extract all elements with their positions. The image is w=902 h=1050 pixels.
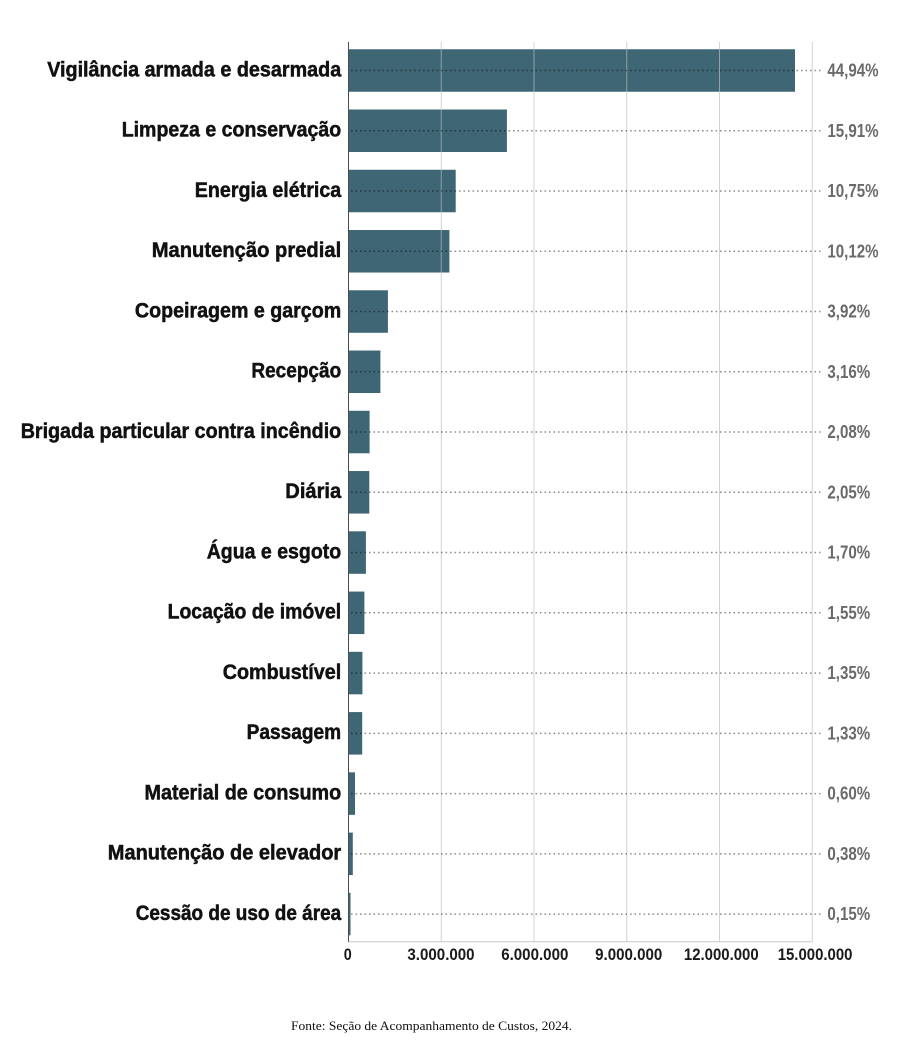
svg-text:Combustível: Combustível xyxy=(223,660,342,684)
svg-text:Vigilância armada e desarmada: Vigilância armada e desarmada xyxy=(47,57,342,81)
svg-text:44,94%: 44,94% xyxy=(827,61,878,81)
svg-text:Manutenção predial: Manutenção predial xyxy=(152,238,342,262)
svg-text:15.000.000: 15.000.000 xyxy=(778,946,853,964)
svg-text:10,12%: 10,12% xyxy=(827,241,878,261)
svg-text:1,55%: 1,55% xyxy=(827,603,870,623)
svg-text:0,60%: 0,60% xyxy=(827,784,870,804)
svg-text:2,05%: 2,05% xyxy=(827,482,870,502)
svg-text:Copeiragem e garçom: Copeiragem e garçom xyxy=(135,298,341,322)
svg-text:Material de consumo: Material de consumo xyxy=(145,780,342,804)
svg-text:Brigada particular contra incê: Brigada particular contra incêndio xyxy=(21,419,342,443)
svg-text:Locação de imóvel: Locação de imóvel xyxy=(168,600,342,624)
svg-text:1,35%: 1,35% xyxy=(827,663,870,683)
svg-text:0: 0 xyxy=(344,946,352,964)
svg-text:2,08%: 2,08% xyxy=(827,422,870,442)
svg-text:9.000.000: 9.000.000 xyxy=(595,946,662,964)
svg-text:1,70%: 1,70% xyxy=(827,543,870,563)
svg-text:Cessão de uso de área: Cessão de uso de área xyxy=(136,901,342,925)
svg-text:10,75%: 10,75% xyxy=(827,181,878,201)
svg-text:Água e esgoto: Água e esgoto xyxy=(207,538,342,563)
svg-text:3,92%: 3,92% xyxy=(827,302,870,322)
svg-text:3,16%: 3,16% xyxy=(827,362,870,382)
svg-text:0,38%: 0,38% xyxy=(827,844,870,864)
svg-text:Recepção: Recepção xyxy=(251,359,341,383)
svg-text:Passagem: Passagem xyxy=(247,720,342,744)
svg-text:15,91%: 15,91% xyxy=(827,121,878,141)
svg-text:0,15%: 0,15% xyxy=(827,904,870,924)
svg-text:6.000.000: 6.000.000 xyxy=(501,946,568,964)
svg-text:Diária: Diária xyxy=(285,479,342,503)
svg-text:Energia elétrica: Energia elétrica xyxy=(195,178,342,202)
svg-text:Limpeza e conservação: Limpeza e conservação xyxy=(122,118,342,142)
svg-text:1,33%: 1,33% xyxy=(827,723,870,743)
svg-text:12.000.000: 12.000.000 xyxy=(684,946,759,964)
svg-text:Fonte: Seção de Acompanhamento: Fonte: Seção de Acompanhamento de Custos… xyxy=(291,1018,572,1033)
svg-text:3.000.000: 3.000.000 xyxy=(407,946,474,964)
svg-text:Manutenção de elevador: Manutenção de elevador xyxy=(108,841,342,865)
